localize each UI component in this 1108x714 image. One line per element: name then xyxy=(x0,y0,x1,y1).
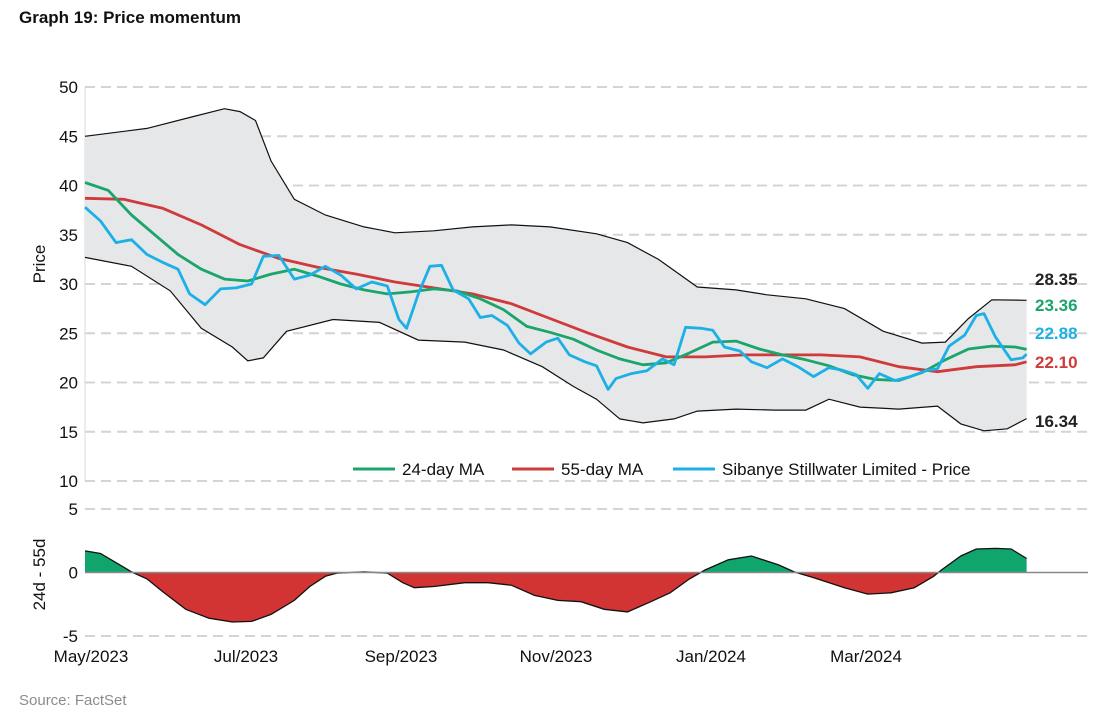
price-y-axis-ticks: 10 15 20 25 30 35 40 45 50 xyxy=(59,78,78,491)
x-tick-label: Nov/2023 xyxy=(520,647,593,666)
legend: 24-day MA 55-day MA Sibanye Stillwater Lim… xyxy=(347,455,1033,480)
oscillator-area xyxy=(84,547,1088,623)
price-y-tick-label: 25 xyxy=(59,324,78,343)
ma24-end-label: 23.36 xyxy=(1035,296,1078,315)
x-tick-label: May/2023 xyxy=(54,647,129,666)
x-tick-label: Jan/2024 xyxy=(676,647,746,666)
oscillator-panel-gridlines xyxy=(85,508,1088,637)
upper-band-line xyxy=(84,108,1027,344)
oscillator-y-tick-label: 5 xyxy=(69,500,78,519)
band-fill xyxy=(85,108,1027,431)
lower-band-line xyxy=(84,256,1027,432)
oscillator-y-tick-label: 0 xyxy=(69,564,78,583)
price-y-tick-label: 45 xyxy=(59,127,78,146)
oscillator-negative-area xyxy=(796,572,939,595)
x-tick-label: Mar/2024 xyxy=(830,647,902,666)
price-y-axis-label: Price xyxy=(30,245,49,284)
x-tick-label: Sep/2023 xyxy=(365,647,438,666)
oscillator-outline xyxy=(84,547,1027,623)
x-tick-label: Jul/2023 xyxy=(214,647,278,666)
ma55-end-label: 22.10 xyxy=(1035,353,1078,372)
price-y-tick-label: 10 xyxy=(59,472,78,491)
graph-title: Graph 19: Price momentum xyxy=(19,8,242,27)
price-end-label: 22.88 xyxy=(1035,324,1078,343)
oscillator-y-tick-label: -5 xyxy=(63,627,78,646)
lower-band-end-label: 16.34 xyxy=(1035,412,1078,431)
legend-item-price-label: Sibanye Stillwater Limited - Price xyxy=(722,460,970,479)
oscillator-negative-area xyxy=(132,572,351,622)
legend-item-ma55-label: 55-day MA xyxy=(561,460,644,479)
ma55-line xyxy=(84,196,1027,374)
series-end-labels: 28.35 23.36 22.88 22.10 16.34 xyxy=(1035,270,1078,431)
oscillator-positive-area xyxy=(700,556,797,573)
source-note: Source: FactSet xyxy=(19,692,127,709)
oscillator-y-axis-ticks: -5 0 5 xyxy=(63,500,78,646)
price-series-lines xyxy=(84,181,1028,391)
price-y-tick-label: 20 xyxy=(59,374,78,393)
price-y-tick-label: 15 xyxy=(59,423,78,442)
price-y-tick-label: 40 xyxy=(59,177,78,196)
oscillator-positive-area xyxy=(938,548,1027,573)
upper-band-end-label: 28.35 xyxy=(1035,270,1078,289)
legend-item-ma24-label: 24-day MA xyxy=(402,460,485,479)
bollinger-band xyxy=(84,108,1027,432)
oscillator-negative-area xyxy=(375,572,701,612)
price-line xyxy=(84,206,1028,391)
oscillator-y-axis-label: 24d - 55d xyxy=(30,539,49,611)
price-y-tick-label: 35 xyxy=(59,226,78,245)
x-axis-ticks: May/2023 Jul/2023 Sep/2023 Nov/2023 Jan/2024… xyxy=(54,647,902,666)
oscillator-positive-area xyxy=(85,550,133,573)
ma24-line xyxy=(84,181,1027,382)
price-y-tick-label: 50 xyxy=(59,78,78,97)
price-y-tick-label: 30 xyxy=(59,275,78,294)
